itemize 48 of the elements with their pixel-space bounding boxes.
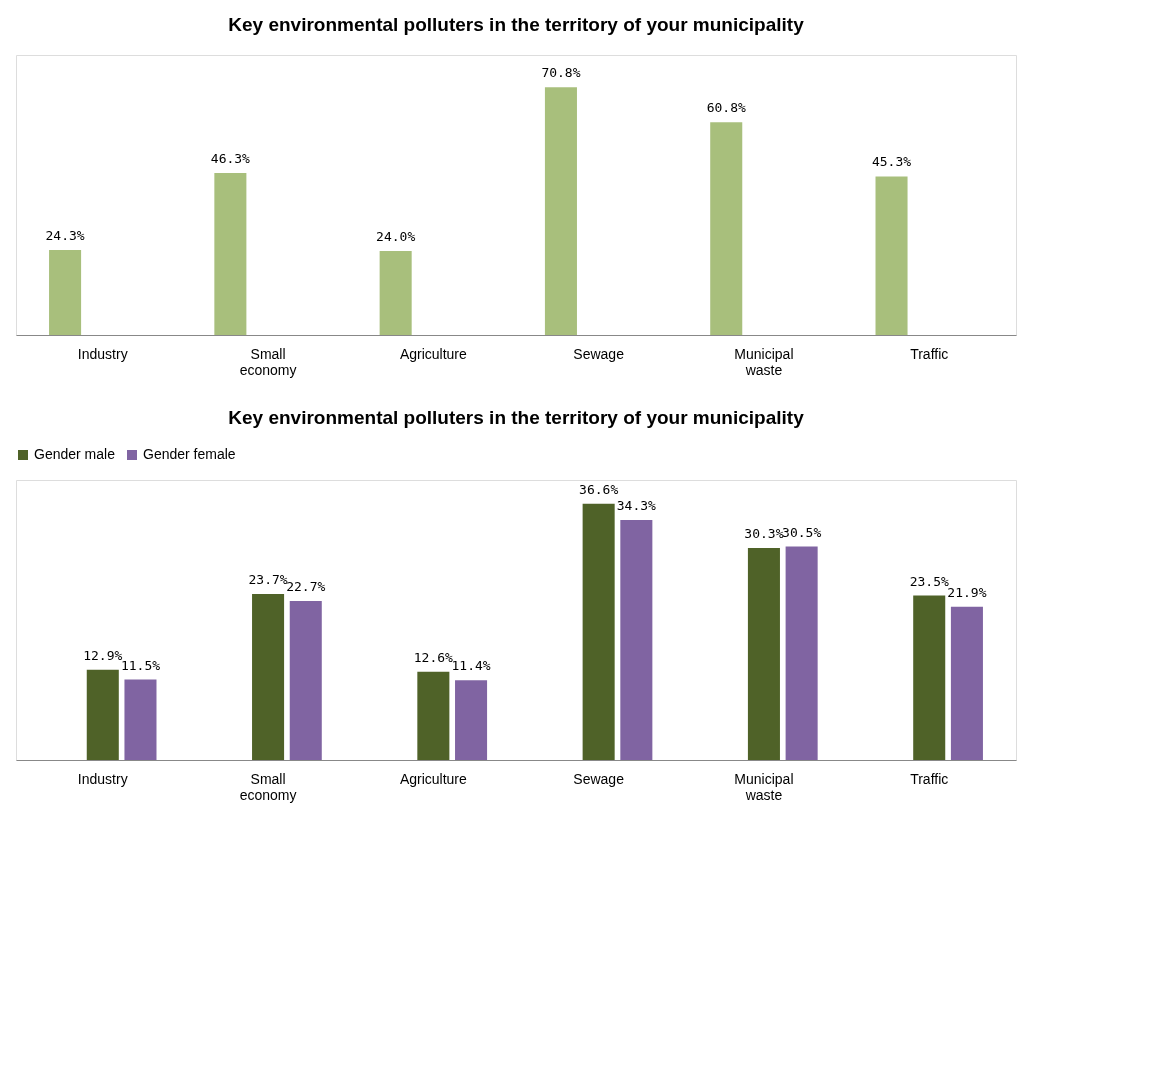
data-label: 30.5% xyxy=(782,524,822,540)
bar xyxy=(620,519,653,760)
x-tick-label: Agriculture xyxy=(399,345,468,362)
x-tick-label: Small economy xyxy=(239,345,297,378)
x-tick-label: Municipal waste xyxy=(734,345,794,378)
bar xyxy=(417,671,450,760)
chart-title: Key environmental polluters in the territory of your municipality xyxy=(228,14,805,35)
bar xyxy=(582,503,615,760)
data-label: 23.5% xyxy=(909,573,949,589)
x-tick-label: Industry xyxy=(77,345,128,362)
bar xyxy=(252,594,285,760)
legend-label: Gender female xyxy=(143,446,236,462)
x-tick-label: Traffic xyxy=(910,770,949,787)
bar xyxy=(379,251,412,335)
data-label: 60.8% xyxy=(706,100,746,116)
bar xyxy=(124,679,157,760)
x-tick-label: Small economy xyxy=(239,770,297,803)
x-tick-label: Traffic xyxy=(910,345,949,362)
bar xyxy=(785,546,818,760)
data-label: 36.6% xyxy=(579,481,619,497)
data-label: 12.6% xyxy=(413,649,454,665)
bar xyxy=(875,176,908,335)
data-label: 23.7% xyxy=(248,572,288,588)
chart-title: Key environmental polluters in the territory of your municipality xyxy=(228,407,805,428)
bar xyxy=(86,669,119,760)
x-tick-label: Sewage xyxy=(573,770,625,787)
data-label: 30.3% xyxy=(744,525,784,541)
bar xyxy=(950,606,983,760)
bar xyxy=(747,547,780,760)
data-label: 45.3% xyxy=(871,154,912,170)
x-tick-label: Sewage xyxy=(573,345,625,362)
data-label: 46.3% xyxy=(210,150,251,166)
x-tick-label: Industry xyxy=(77,770,128,787)
bar xyxy=(913,595,946,760)
bar xyxy=(710,122,743,335)
legend-label: Gender male xyxy=(34,446,116,462)
data-label: 34.3% xyxy=(616,497,657,513)
bar xyxy=(544,87,577,335)
bar xyxy=(289,601,322,760)
data-label: 24.0% xyxy=(376,229,416,244)
data-label: 12.9% xyxy=(83,647,123,663)
bar xyxy=(455,680,488,760)
x-tick-label: Municipal waste xyxy=(734,770,794,803)
bar xyxy=(214,172,247,335)
bar xyxy=(49,249,82,335)
data-label: 24.3% xyxy=(45,227,85,243)
data-label: 70.8% xyxy=(541,65,581,81)
x-tick-label: Agriculture xyxy=(399,770,468,787)
